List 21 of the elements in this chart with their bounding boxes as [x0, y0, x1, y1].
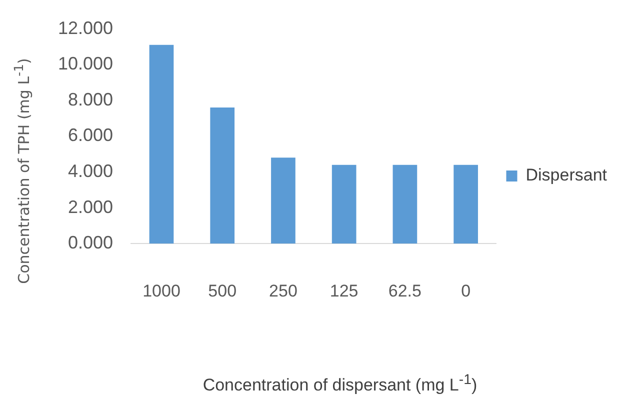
bar: [332, 164, 356, 244]
y-tick-label: 6.000: [68, 125, 114, 146]
y-tick-label: 10.000: [58, 54, 114, 74]
bar: [149, 44, 174, 244]
y-tick-label: 8.000: [68, 89, 114, 110]
x-tick-label: 1000: [142, 281, 180, 300]
bar: [271, 158, 296, 244]
bar: [454, 164, 478, 244]
x-axis-title: Concentration of dispersant (mg L$^{-1}$): [202, 372, 478, 396]
y-tick-label: 2.000: [68, 196, 114, 217]
y-tick-label: 4.000: [68, 160, 114, 181]
x-tick-label: 500: [208, 281, 237, 300]
x-tick-label: 250: [269, 281, 298, 300]
y-tick-label: 0.000: [68, 232, 114, 253]
x-tick-label: 125: [330, 281, 358, 300]
legend-label: Dispersant: [526, 166, 608, 185]
bar: [392, 164, 418, 244]
bar: [210, 108, 235, 244]
y-tick-label: 12.000: [58, 18, 114, 38]
x-tick-label: 62.5: [388, 281, 422, 300]
x-tick-label: 0: [461, 281, 471, 300]
